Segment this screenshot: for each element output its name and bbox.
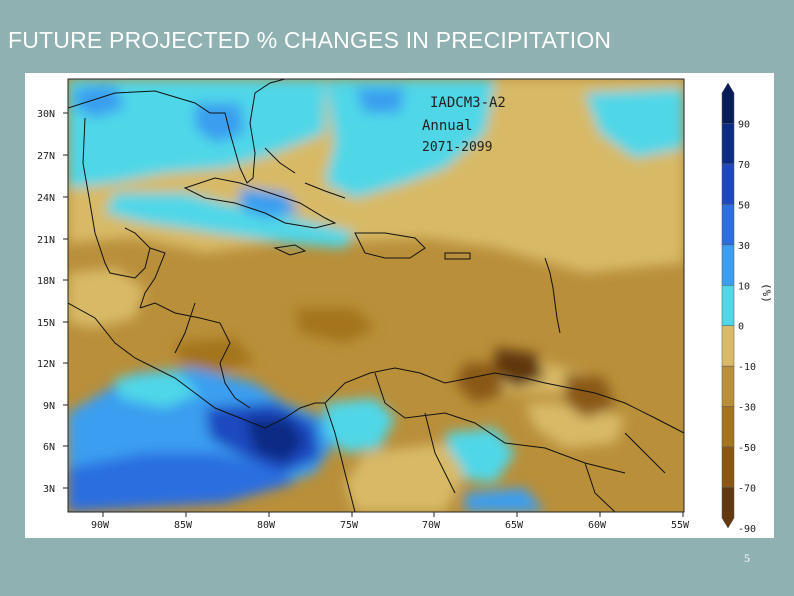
colorbar-swatch <box>721 487 735 529</box>
colorbar-label: 90 <box>738 119 750 130</box>
colorbar-label: -30 <box>738 403 756 414</box>
model-label: IADCM3-A2 <box>430 95 506 111</box>
lat-label-9n: 9N <box>43 401 55 412</box>
colorbar-swatch <box>721 123 735 165</box>
colorbar-label: -90 <box>738 524 756 535</box>
colorbar-label: 50 <box>738 200 750 211</box>
colorbar-label: 70 <box>738 160 750 171</box>
lat-label-3n: 3N <box>43 484 55 495</box>
lat-label-24n: 24N <box>37 193 55 204</box>
colorbar-swatch <box>721 163 735 205</box>
lat-label-6n: 6N <box>43 442 55 453</box>
lon-label-55w: 55W <box>671 520 690 531</box>
lat-label-27n: 27N <box>37 151 55 162</box>
colorbar-swatch <box>721 325 735 367</box>
years-label: 2071-2099 <box>422 140 492 155</box>
colorbar-swatch <box>721 204 735 246</box>
lon-axis: 90W 85W 80W 75W 70W 65W 60W 55W <box>91 512 690 531</box>
colorbar: 90 70 50 30 10 0 -10 -30 -50 -70 -90 <box>721 82 756 535</box>
colorbar-swatch <box>721 82 735 124</box>
colorbar-unit: (%) <box>760 283 773 303</box>
precipitation-map: IADCM3-A2 Annual 2071-2099 30N 27N 24N 2… <box>37 78 773 535</box>
lon-label-85w: 85W <box>174 520 193 531</box>
colorbar-swatch <box>721 365 735 407</box>
lon-label-65w: 65W <box>505 520 524 531</box>
map-frame <box>67 78 685 513</box>
colorbar-swatch <box>721 446 735 488</box>
period-label: Annual <box>422 118 473 134</box>
colorbar-label: 10 <box>738 281 750 292</box>
map-panel: IADCM3-A2 Annual 2071-2099 30N 27N 24N 2… <box>25 73 774 538</box>
colorbar-swatch <box>721 285 735 326</box>
colorbar-label: 30 <box>738 241 750 252</box>
lon-label-70w: 70W <box>422 520 441 531</box>
lat-label-18n: 18N <box>37 276 55 287</box>
lon-label-90w: 90W <box>91 520 110 531</box>
page-number: 5 <box>744 551 750 565</box>
lat-label-30n: 30N <box>37 109 55 120</box>
lat-label-21n: 21N <box>37 235 55 246</box>
colorbar-label: -70 <box>738 484 756 495</box>
slide-title: FUTURE PROJECTED % CHANGES IN PRECIPITAT… <box>8 27 612 53</box>
lat-label-12n: 12N <box>37 359 55 370</box>
colorbar-label: -50 <box>738 443 756 454</box>
precip-field <box>68 79 684 512</box>
colorbar-swatch <box>721 406 735 448</box>
colorbar-swatch <box>721 244 735 286</box>
colorbar-label: 0 <box>738 322 744 333</box>
colorbar-label: -10 <box>738 362 756 373</box>
lon-label-80w: 80W <box>257 520 276 531</box>
lon-label-75w: 75W <box>340 520 359 531</box>
coastlines <box>68 79 684 512</box>
lat-axis: 30N 27N 24N 21N 18N 15N 12N 9N 6N 3N <box>37 109 68 495</box>
lat-label-15n: 15N <box>37 318 55 329</box>
lon-label-60w: 60W <box>588 520 607 531</box>
